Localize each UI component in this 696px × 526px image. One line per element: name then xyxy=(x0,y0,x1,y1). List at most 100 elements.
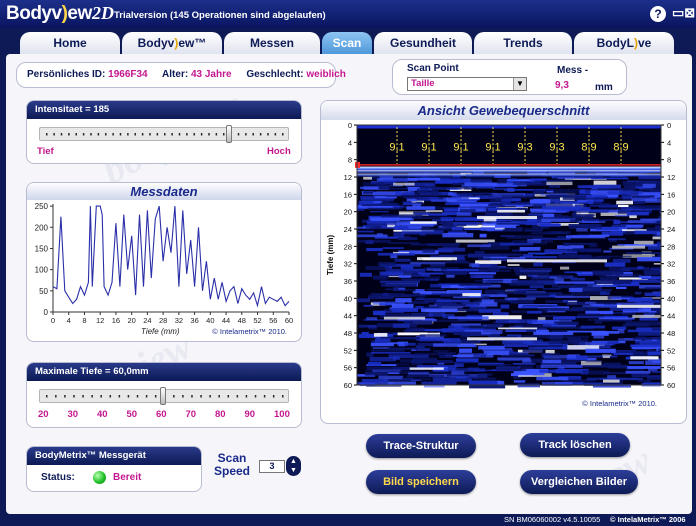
slider-tick xyxy=(53,133,55,136)
slider-tick xyxy=(127,133,129,136)
slider-tick xyxy=(90,133,92,136)
tissue-band xyxy=(417,257,457,261)
marker-label: 8,9 xyxy=(581,142,596,154)
slider-tick xyxy=(267,133,269,136)
depth-tick-label-right: 32 xyxy=(667,260,675,269)
chevron-down-icon[interactable]: ▼ xyxy=(513,78,526,90)
slider-tick xyxy=(263,395,266,398)
scan-point-box: Scan Point Taille ▼ Mess - 9,3 mm xyxy=(392,59,627,95)
x-tick-label: 28 xyxy=(159,316,167,325)
marker-label: 9,1 xyxy=(421,142,436,154)
mess-unit: mm xyxy=(595,82,613,93)
slider-tick xyxy=(282,395,284,398)
compare-images-button[interactable]: Vergleichen Bilder xyxy=(520,470,638,494)
mess-value: 9,3 xyxy=(555,80,569,91)
gender-value: weiblich xyxy=(306,69,346,80)
tissue-band xyxy=(477,216,537,219)
window-controls-icon[interactable]: ▭⊠ xyxy=(672,5,696,20)
messdaten-title: Messdaten xyxy=(27,183,301,200)
status-value: Bereit xyxy=(113,472,142,483)
series-line xyxy=(52,205,290,308)
depth-tick-label-left: 28 xyxy=(344,242,352,251)
intensity-low-label: Tief xyxy=(37,146,54,157)
max-depth-ticks xyxy=(46,395,284,398)
max-depth-tick-label: 30 xyxy=(67,409,79,420)
save-image-button[interactable]: Bild speichern xyxy=(366,470,476,494)
depth-tick-label-left: 0 xyxy=(348,121,352,130)
tab-messen[interactable]: Messen xyxy=(224,32,320,54)
age-value: 43 Jahre xyxy=(190,69,232,80)
depth-tick-label-right: 8 xyxy=(667,156,671,165)
slider-tick xyxy=(223,133,225,136)
y-tick-label: 150 xyxy=(35,244,49,253)
slider-tick xyxy=(156,133,159,136)
depth-tick-label-left: 48 xyxy=(344,329,352,338)
app-logo-2d: 2D xyxy=(92,3,114,23)
max-depth-tick-label: 100 xyxy=(274,409,290,420)
age-label: Alter: xyxy=(162,69,189,80)
y-tick-label: 50 xyxy=(39,287,48,296)
slider-tick xyxy=(245,395,248,398)
slider-tick xyxy=(109,395,112,398)
slider-tick xyxy=(46,133,48,136)
x-tick-label: 12 xyxy=(96,316,104,325)
depth-tick-label-left: 8 xyxy=(348,156,352,165)
slider-tick xyxy=(274,133,277,136)
slider-tick xyxy=(127,395,130,398)
max-depth-tick-label: 20 xyxy=(38,409,49,420)
tab-gesundheit[interactable]: Gesundheit xyxy=(374,32,472,54)
tissue-band xyxy=(357,166,661,171)
depth-tick-label-right: 48 xyxy=(667,329,675,338)
slider-tick xyxy=(236,395,239,398)
device-panel: BodyMetrix™ Messgerät Status: Bereit xyxy=(26,446,202,492)
slider-tick xyxy=(218,395,220,398)
tab-bodylive[interactable]: BodyL)ve xyxy=(574,32,674,54)
depth-axis-label: Tiefe (mm) xyxy=(326,235,335,276)
tab-bodyview[interactable]: Bodyv)ew™ xyxy=(122,32,222,54)
slider-tick xyxy=(91,395,93,398)
intensity-panel: Intensitaet = 185 Tief Hoch xyxy=(26,100,302,164)
slider-tick xyxy=(245,133,247,136)
max-depth-panel: Maximale Tiefe = 60,0mm 20 30 40 50 60 70 80 90… xyxy=(26,362,302,428)
slider-tick xyxy=(209,395,211,398)
slider-tick xyxy=(141,133,144,136)
depth-tick-label-right: 16 xyxy=(667,190,675,199)
cross-section-copyright: © Intelametrix™ 2010. xyxy=(582,399,657,408)
cross-section-title: Ansicht Gewebequerschnitt xyxy=(321,101,686,120)
tab-home[interactable]: Home xyxy=(20,32,120,54)
max-depth-slider-thumb[interactable] xyxy=(160,387,166,405)
slider-tick xyxy=(55,395,57,398)
trace-structure-button[interactable]: Trace-Struktur xyxy=(366,434,476,458)
scan-speed-input[interactable]: 3 xyxy=(259,460,285,473)
slider-tick xyxy=(186,133,188,136)
scan-content: bodyview bodyview ew ew Persönliches ID:… xyxy=(6,54,692,514)
scan-point-select[interactable]: Taille ▼ xyxy=(407,77,527,91)
scan-speed-stepper-icon[interactable]: ▲ ▼ xyxy=(286,456,301,476)
slider-tick xyxy=(134,133,136,136)
patient-info: Persönliches ID: 1966F34 Alter: 43 Jahre… xyxy=(16,62,346,88)
slider-tick xyxy=(259,133,262,136)
max-depth-tick-label: 70 xyxy=(185,409,197,420)
depth-tick-label-left: 52 xyxy=(344,346,352,355)
marker-label: 9,1 xyxy=(453,142,468,154)
y-tick-label: 200 xyxy=(35,223,49,232)
slider-tick xyxy=(254,395,257,398)
footer-copyright: © IntelaMetrix™ 2006 xyxy=(610,515,686,524)
depth-tick-label-right: 28 xyxy=(667,242,675,251)
slider-tick xyxy=(75,133,77,136)
max-depth-tick-label: 50 xyxy=(126,409,138,420)
x-tick-label: 4 xyxy=(67,316,71,325)
intensity-ticks xyxy=(46,133,284,136)
intensity-slider[interactable] xyxy=(39,127,289,141)
intensity-slider-thumb[interactable] xyxy=(226,125,233,143)
depth-tick-label-left: 36 xyxy=(344,277,352,286)
depth-tick-label-right: 24 xyxy=(667,225,675,234)
clear-track-button[interactable]: Track löschen xyxy=(520,433,630,457)
depth-tick-label-right: 36 xyxy=(667,277,675,286)
tab-scan[interactable]: Scan xyxy=(322,32,372,54)
intensity-label: Intensitaet = 185 xyxy=(27,101,301,119)
tab-trends[interactable]: Trends xyxy=(474,32,572,54)
marker-label: 8,9 xyxy=(613,142,628,154)
help-icon[interactable]: ? xyxy=(650,6,666,22)
x-tick-label: 0 xyxy=(51,316,55,325)
